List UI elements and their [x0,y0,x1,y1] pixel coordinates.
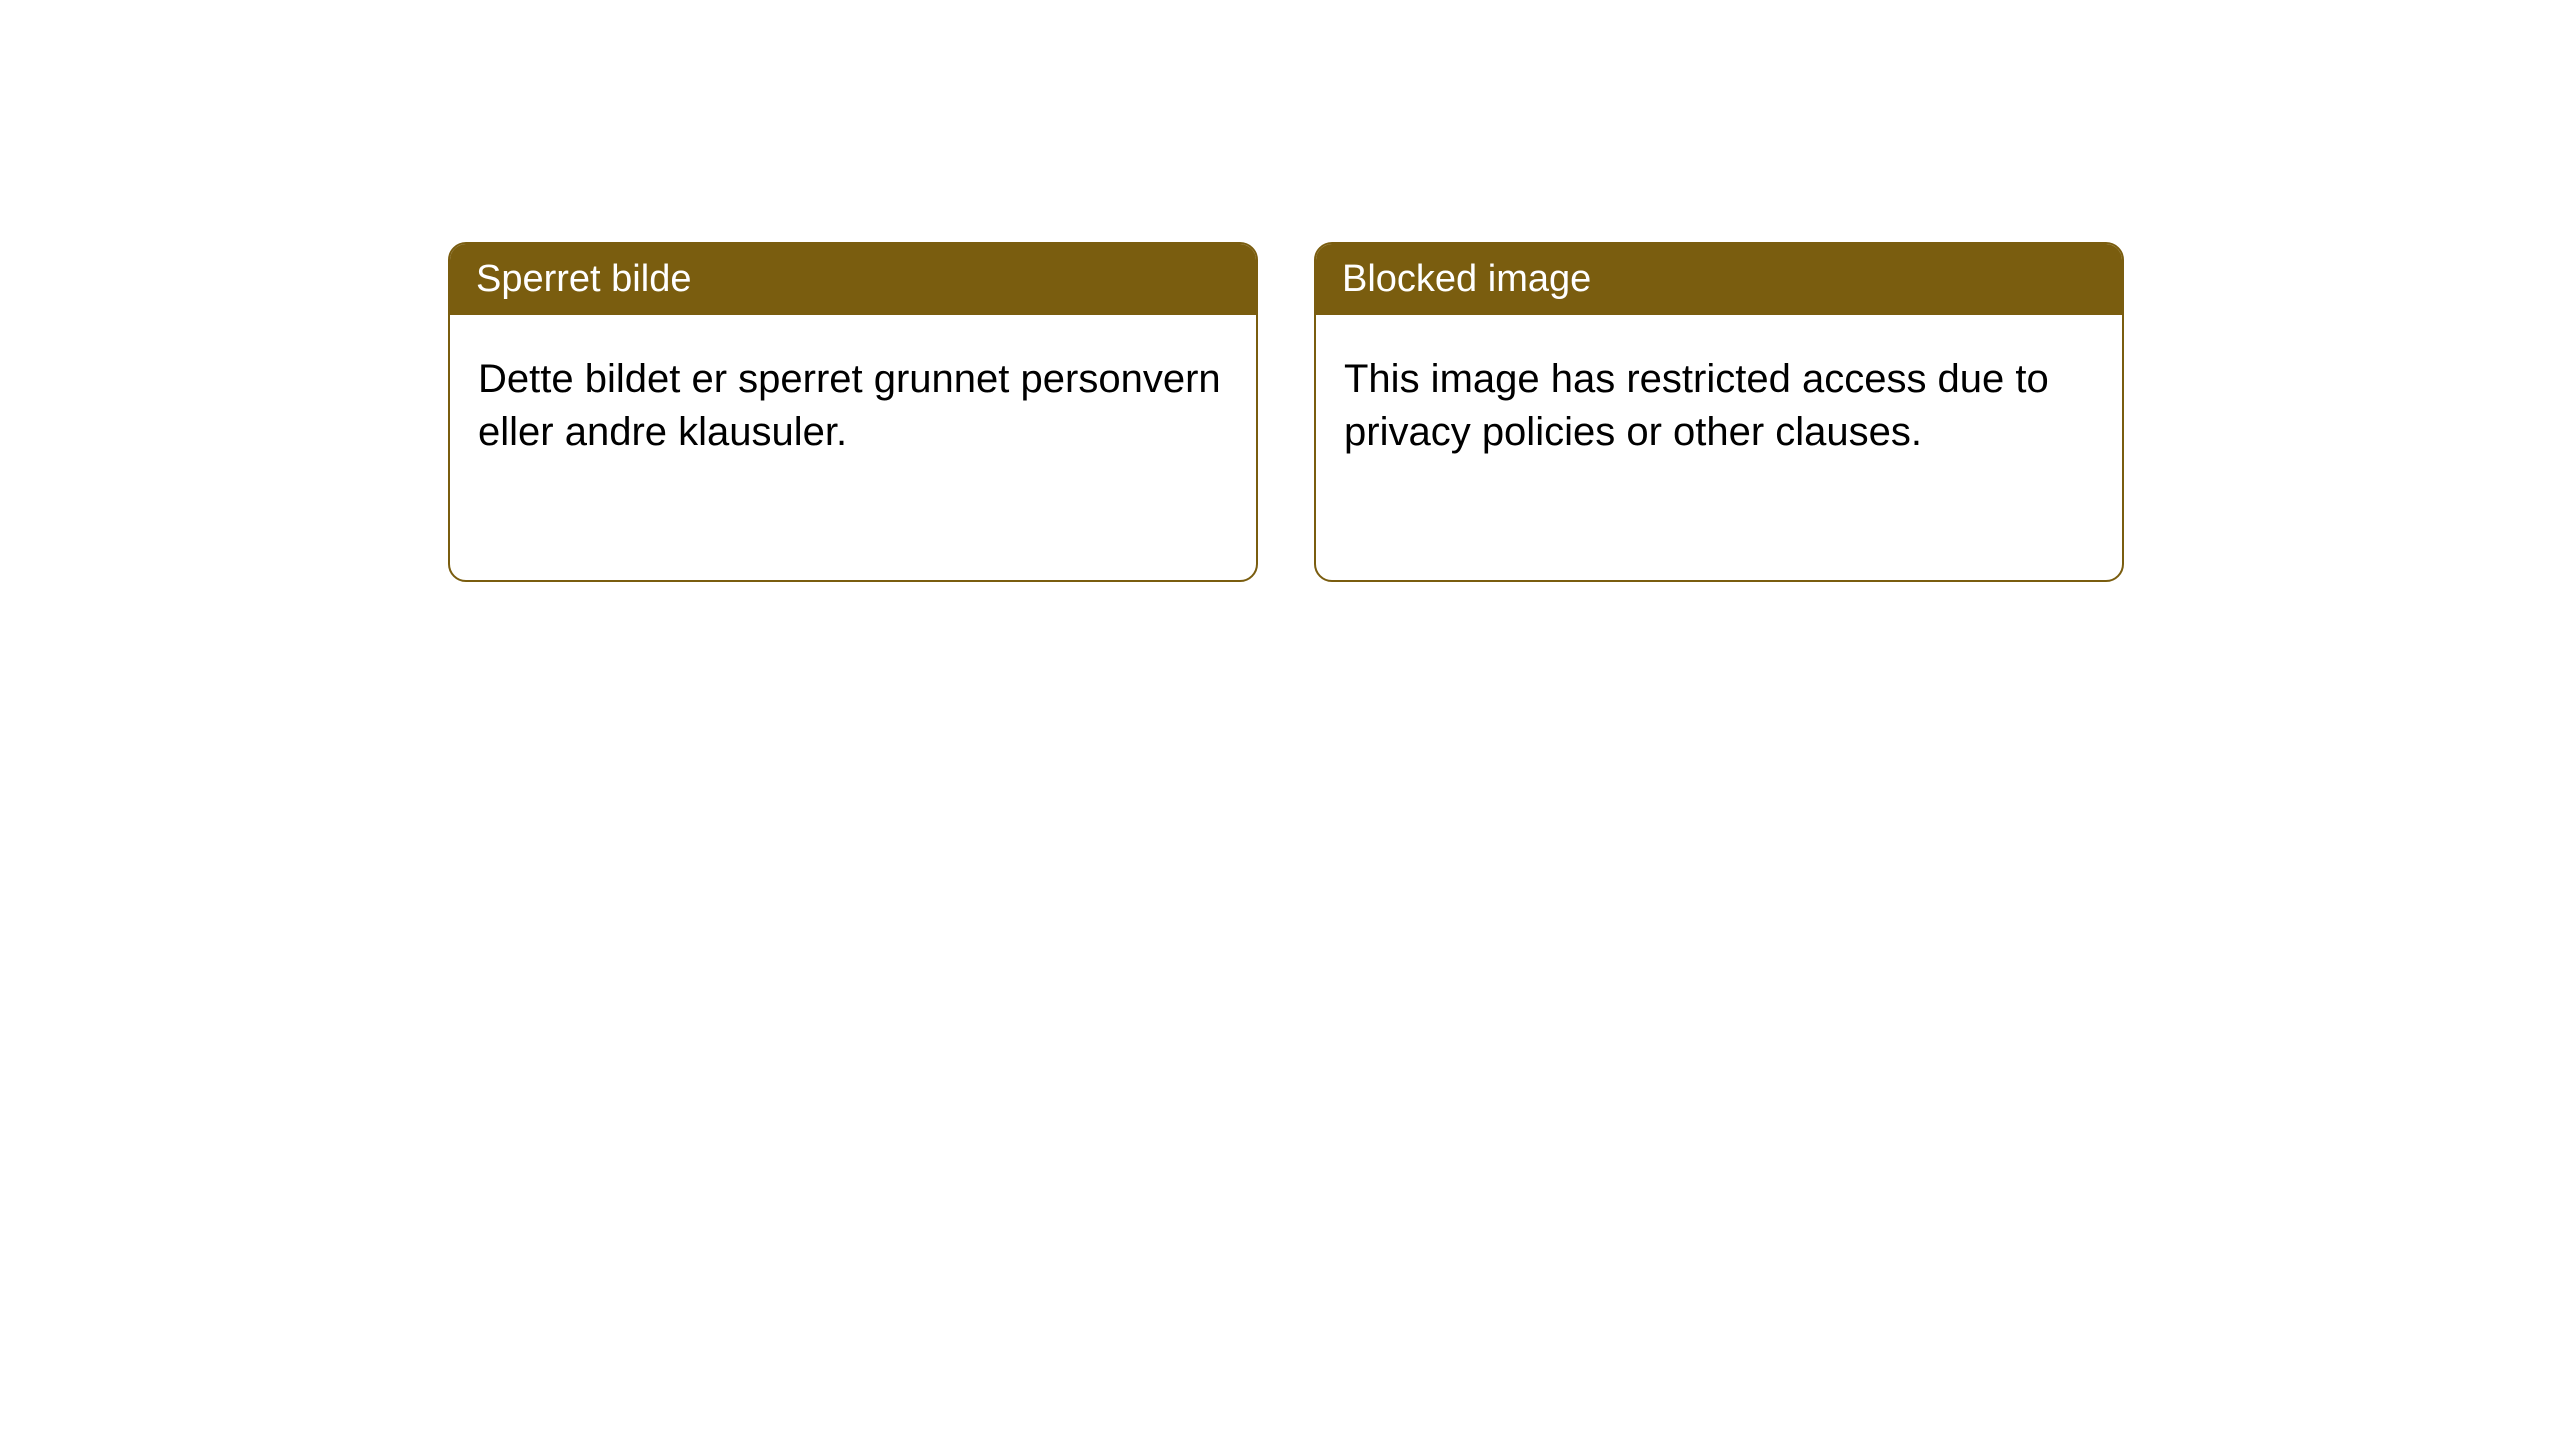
blocked-image-card-english: Blocked image This image has restricted … [1314,242,2124,582]
card-title: Sperret bilde [476,258,691,300]
card-title: Blocked image [1342,258,1591,300]
card-header: Blocked image [1316,244,2122,315]
card-header: Sperret bilde [450,244,1256,315]
blocked-image-card-norwegian: Sperret bilde Dette bildet er sperret gr… [448,242,1258,582]
card-body-text: Dette bildet er sperret grunnet personve… [478,357,1221,454]
notice-cards-container: Sperret bilde Dette bildet er sperret gr… [0,0,2560,582]
card-body-text: This image has restricted access due to … [1344,357,2049,454]
card-body: This image has restricted access due to … [1316,315,2122,497]
card-body: Dette bildet er sperret grunnet personve… [450,315,1256,497]
